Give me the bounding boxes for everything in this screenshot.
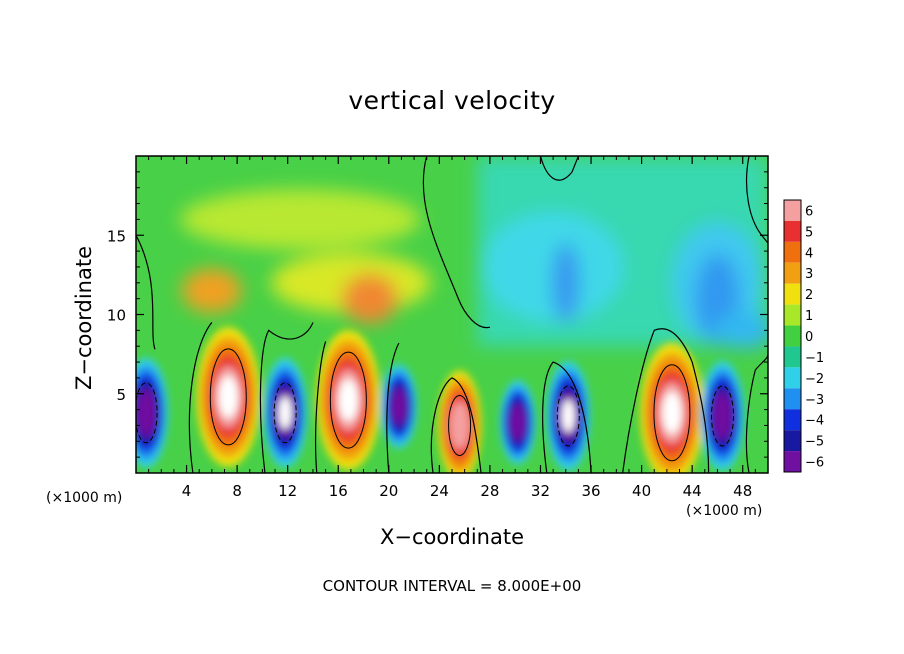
updraft-core xyxy=(136,357,169,468)
colorbar-swatch xyxy=(784,241,801,263)
colorbar-swatch xyxy=(784,304,801,326)
core-contour xyxy=(329,351,367,449)
heatmap-field xyxy=(136,156,768,473)
contour-line xyxy=(259,322,314,473)
x-tick-label: 4 xyxy=(182,482,192,500)
x-unit-label-right: (×1000 m) xyxy=(686,503,763,519)
contour-line xyxy=(386,342,400,473)
x-tick-label: 44 xyxy=(683,482,702,500)
updraft-core xyxy=(700,360,745,471)
colorbar-label: 2 xyxy=(805,288,813,303)
contour-lines xyxy=(136,156,768,473)
colorbar-swatch xyxy=(784,346,801,368)
x-tick-label: 48 xyxy=(733,482,752,500)
updraft-core xyxy=(263,357,308,468)
colorbar-label: −6 xyxy=(805,456,824,471)
colorbar-label: −4 xyxy=(805,414,824,429)
updraft-core xyxy=(499,380,536,465)
colorbar-swatch xyxy=(784,388,801,410)
x-axis-label: X−coordinate xyxy=(380,525,524,549)
x-axis-ticks: 4 8 12 16 20 24 28 32 36 40 44 48 xyxy=(148,156,756,500)
contour-line xyxy=(622,328,710,473)
contour-line xyxy=(315,341,327,473)
y-tick-label: 10 xyxy=(107,307,126,325)
colorbar-swatch xyxy=(784,262,801,284)
core-contour xyxy=(653,364,691,462)
x-tick-label: 28 xyxy=(480,482,499,500)
updraft-core xyxy=(639,342,704,473)
colorbar-label: −1 xyxy=(805,351,824,366)
colorbar-swatch xyxy=(784,220,801,242)
colorbar-label: 5 xyxy=(805,225,813,240)
x-tick-label: 20 xyxy=(379,482,398,500)
colorbar-frame xyxy=(783,199,802,473)
colorbar-label: 6 xyxy=(805,204,813,219)
colorbar-swatch xyxy=(784,200,801,221)
colorbar-label: −3 xyxy=(805,393,824,408)
core-contour xyxy=(273,382,297,444)
updraft-core xyxy=(196,326,261,467)
x-tick-label: 12 xyxy=(278,482,297,500)
x-unit-label-left: (×1000 m) xyxy=(46,490,123,506)
core-contour xyxy=(710,385,734,447)
updraft-core xyxy=(380,364,417,449)
x-tick-label: 32 xyxy=(531,482,550,500)
contour-line xyxy=(542,361,592,473)
contour-line xyxy=(188,322,213,473)
colorbar-label: −2 xyxy=(805,372,824,387)
y-axis-ticks: 5 10 15 xyxy=(107,171,768,458)
contour-line xyxy=(422,156,491,329)
colorbar-swatch xyxy=(784,451,801,472)
colorbar-swatch xyxy=(784,283,801,305)
y-tick-label: 15 xyxy=(107,227,126,245)
colorbar-label: 3 xyxy=(805,267,813,282)
colorbar-label: 4 xyxy=(805,246,813,261)
contour-line xyxy=(539,156,579,181)
core-contour xyxy=(209,348,247,446)
contour-line xyxy=(136,234,156,350)
colorbar-swatch xyxy=(784,409,801,431)
x-tick-label: 36 xyxy=(581,482,600,500)
x-tick-label: 16 xyxy=(329,482,348,500)
colorbar-swatch xyxy=(784,430,801,452)
y-tick-label: 5 xyxy=(116,386,126,404)
core-contour xyxy=(448,394,472,456)
x-tick-label: 24 xyxy=(430,482,449,500)
core-contour xyxy=(136,382,158,444)
contour-interval-label: CONTOUR INTERVAL = 8.000E+00 xyxy=(322,577,582,595)
colorbar-label: 0 xyxy=(805,330,813,345)
contour-line xyxy=(745,354,768,473)
y-axis-label: Z−coordinate xyxy=(72,246,96,390)
contour-line xyxy=(430,377,482,473)
chart-title: vertical velocity xyxy=(348,86,556,115)
colorbar-swatch xyxy=(784,325,801,347)
x-tick-label: 40 xyxy=(632,482,651,500)
colorbar: 6 5 4 3 2 1 0 −1 −2 −3 −4 −5 −6 xyxy=(783,199,824,473)
contour-line xyxy=(745,156,768,244)
updraft-core xyxy=(316,330,381,471)
colorbar-label: −5 xyxy=(805,435,824,450)
x-tick-label: 8 xyxy=(232,482,242,500)
colorbar-swatch xyxy=(784,367,801,389)
colorbar-label: 1 xyxy=(805,309,813,324)
core-contour xyxy=(556,385,580,447)
